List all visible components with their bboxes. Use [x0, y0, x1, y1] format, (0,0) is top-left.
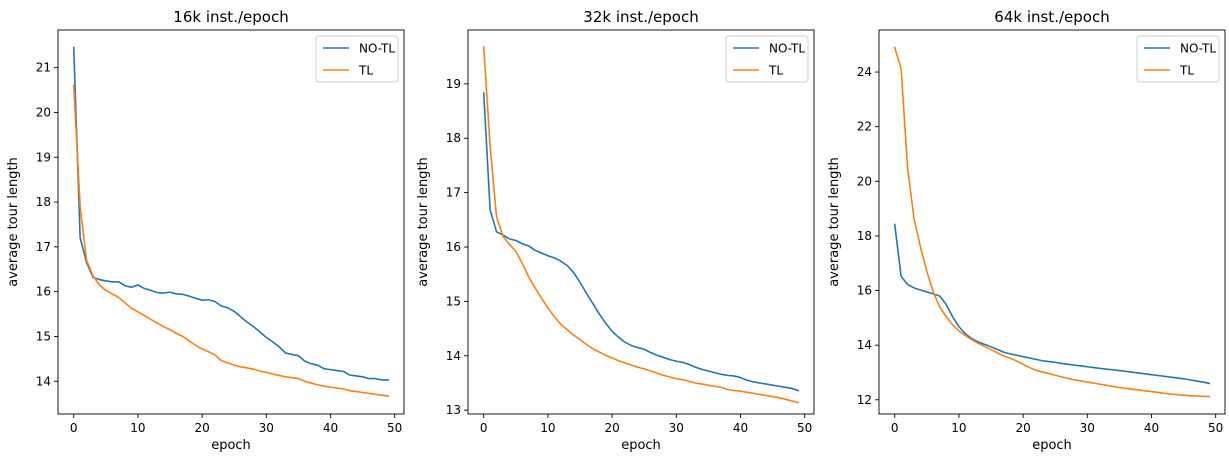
y-tick-label: 18 — [857, 229, 872, 243]
y-tick-label: 12 — [857, 393, 872, 407]
y-tick-label: 21 — [36, 61, 51, 75]
y-tick-label: 13 — [446, 403, 461, 417]
y-axis-label: average tour length — [6, 157, 21, 287]
legend: NO-TL TL — [725, 35, 809, 83]
x-axis-label: epoch — [621, 438, 661, 453]
chart-panel-2: 32k inst./epoch 0 10 20 30 40 50 13 14 15 16 17 18 19… — [416, 8, 815, 453]
series-line-no-tl — [72, 46, 390, 381]
x-tick-label: 20 — [194, 421, 209, 435]
legend: NO-TL TL — [315, 35, 399, 83]
chart-panel-1: 16k inst./epoch 0 10 20 30 40 50 14 15 16 17 18 19 20… — [6, 8, 405, 453]
plot-frame — [467, 29, 815, 415]
legend-label: NO-TL — [1180, 42, 1216, 56]
chart-panel-3: 64k inst./epoch 0 10 20 30 40 50 12 14 16 18 20 22 24… — [827, 8, 1226, 453]
legend-label: TL — [1179, 64, 1194, 78]
legend-label: NO-TL — [769, 42, 805, 56]
x-tick-label: 10 — [540, 421, 555, 435]
x-tick-label: 0 — [70, 421, 78, 435]
series-line-tl — [482, 46, 800, 404]
y-axis-label: average tour length — [827, 157, 842, 287]
y-tick-label: 15 — [36, 329, 51, 343]
x-tick-label: 20 — [604, 421, 619, 435]
y-tick-label: 20 — [857, 174, 872, 188]
y-tick-label: 19 — [36, 150, 51, 164]
x-tick-label: 30 — [259, 421, 274, 435]
series-line-no-tl — [482, 92, 800, 392]
chart-title: 64k inst./epoch — [994, 8, 1109, 26]
chart-title: 16k inst./epoch — [173, 8, 288, 26]
x-tick-label: 50 — [797, 421, 812, 435]
x-axis-label: epoch — [211, 438, 251, 453]
legend-label: TL — [768, 64, 783, 78]
y-tick-label: 17 — [36, 240, 51, 254]
x-tick-label: 30 — [669, 421, 684, 435]
x-tick-label: 10 — [951, 421, 966, 435]
plot-frame — [878, 29, 1226, 415]
x-tick-label: 40 — [1144, 421, 1159, 435]
series-line-tl — [72, 84, 390, 397]
y-tick-label: 14 — [36, 374, 51, 388]
y-tick-label: 22 — [857, 120, 872, 134]
y-tick-label: 18 — [446, 131, 461, 145]
y-tick-label: 18 — [36, 195, 51, 209]
x-tick-label: 40 — [733, 421, 748, 435]
y-tick-label: 14 — [857, 338, 872, 352]
legend-label: NO-TL — [359, 42, 395, 56]
x-tick-label: 50 — [387, 421, 402, 435]
legend-label: TL — [358, 64, 373, 78]
x-tick-label: 50 — [1208, 421, 1223, 435]
y-tick-label: 16 — [446, 240, 461, 254]
y-tick-label: 14 — [446, 349, 461, 363]
x-tick-label: 30 — [1080, 421, 1095, 435]
y-tick-label: 20 — [36, 105, 51, 119]
y-tick-label: 16 — [857, 284, 872, 298]
series-line-no-tl — [893, 223, 1211, 385]
y-tick-label: 24 — [857, 65, 872, 79]
x-tick-label: 0 — [891, 421, 899, 435]
x-tick-label: 40 — [323, 421, 338, 435]
y-tick-label: 19 — [446, 77, 461, 91]
chart-title: 32k inst./epoch — [583, 8, 698, 26]
series-line-tl — [893, 46, 1211, 398]
plot-frame — [57, 29, 405, 415]
y-tick-label: 17 — [446, 186, 461, 200]
x-axis-label: epoch — [1032, 438, 1072, 453]
y-tick-label: 16 — [36, 285, 51, 299]
x-tick-label: 0 — [480, 421, 488, 435]
x-tick-label: 10 — [130, 421, 145, 435]
legend: NO-TL TL — [1136, 35, 1220, 83]
y-axis-label: average tour length — [416, 157, 431, 287]
y-tick-label: 15 — [446, 294, 461, 308]
x-tick-label: 20 — [1015, 421, 1030, 435]
